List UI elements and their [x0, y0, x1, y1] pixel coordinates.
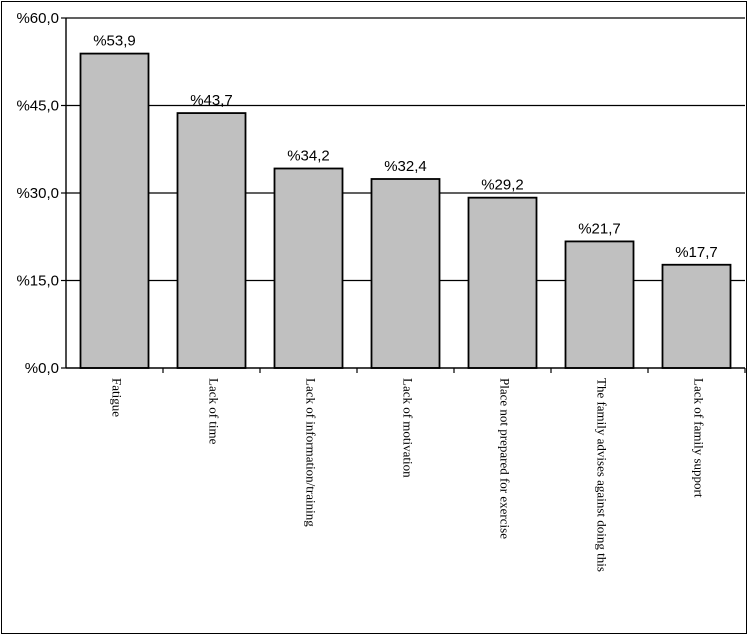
bar — [370, 178, 441, 369]
y-tick-label: %60,0 — [16, 10, 59, 27]
x-category-label: Lack of motivation — [401, 378, 416, 478]
data-label: %17,7 — [675, 244, 718, 261]
bar — [273, 167, 344, 369]
y-tick-label: %15,0 — [16, 273, 59, 290]
bar-layer — [79, 52, 732, 369]
x-category-label: Place not prepared for exercise — [498, 378, 513, 539]
data-label: %29,2 — [481, 177, 524, 194]
x-category-label: The family advises against doing this — [595, 378, 610, 572]
x-category-label: Lack of information/training — [304, 378, 319, 527]
bar — [79, 52, 150, 369]
bar — [564, 240, 635, 369]
data-label: %21,7 — [578, 220, 621, 237]
axis-layer — [61, 17, 746, 373]
data-label: %43,7 — [190, 92, 233, 109]
label-layer: %0,0 %15,0 %30,0 %45,0 %60,0 %53,9 Fatigue %43,… — [16, 10, 717, 572]
data-label: %32,4 — [384, 158, 427, 175]
y-tick-label: %30,0 — [16, 185, 59, 202]
y-tick-label: %0,0 — [25, 360, 59, 377]
bar — [467, 196, 538, 369]
bar — [661, 263, 732, 369]
data-label: %53,9 — [93, 33, 136, 50]
x-category-label: Lack of time — [207, 378, 222, 445]
y-tick-label: %45,0 — [16, 98, 59, 115]
bar — [176, 112, 247, 369]
x-category-label: Lack of family support — [692, 378, 707, 498]
data-label: %34,2 — [287, 148, 330, 165]
x-category-label: Fatigue — [110, 378, 125, 417]
